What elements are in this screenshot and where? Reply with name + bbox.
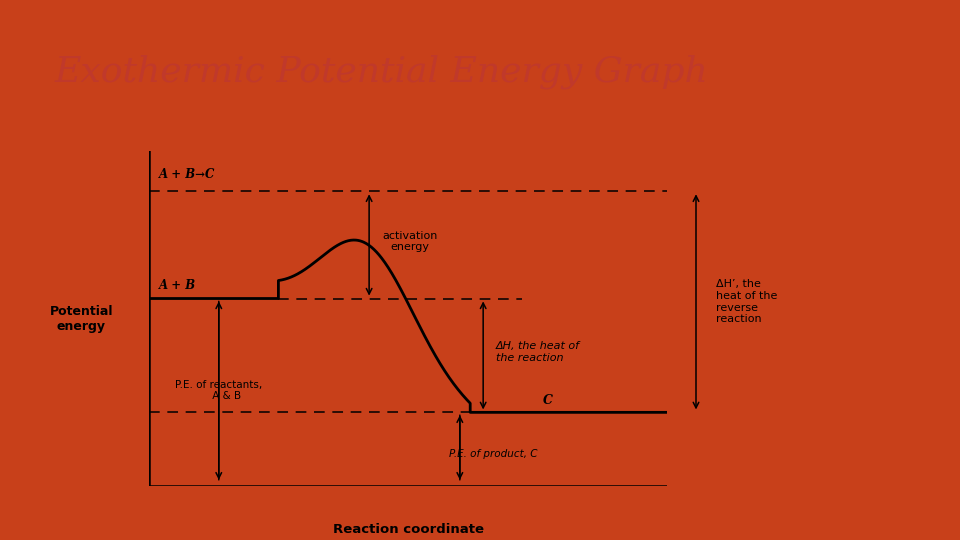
- Text: activation
energy: activation energy: [382, 231, 438, 252]
- Text: A + B: A + B: [159, 279, 196, 292]
- Text: A + B→C: A + B→C: [159, 168, 216, 181]
- Text: ΔH’, the
heat of the
reverse
reaction: ΔH’, the heat of the reverse reaction: [715, 280, 777, 324]
- Text: P.E. of reactants,
     A & B: P.E. of reactants, A & B: [175, 380, 262, 401]
- Text: P.E. of product, C: P.E. of product, C: [449, 449, 538, 459]
- Text: C: C: [542, 394, 553, 407]
- Text: ΔH, the heat of
the reaction: ΔH, the heat of the reaction: [496, 341, 580, 363]
- Text: Exothermic Potential Energy Graph: Exothermic Potential Energy Graph: [55, 55, 708, 89]
- Text: Potential
energy: Potential energy: [50, 305, 113, 333]
- Text: Reaction coordinate: Reaction coordinate: [332, 523, 484, 536]
